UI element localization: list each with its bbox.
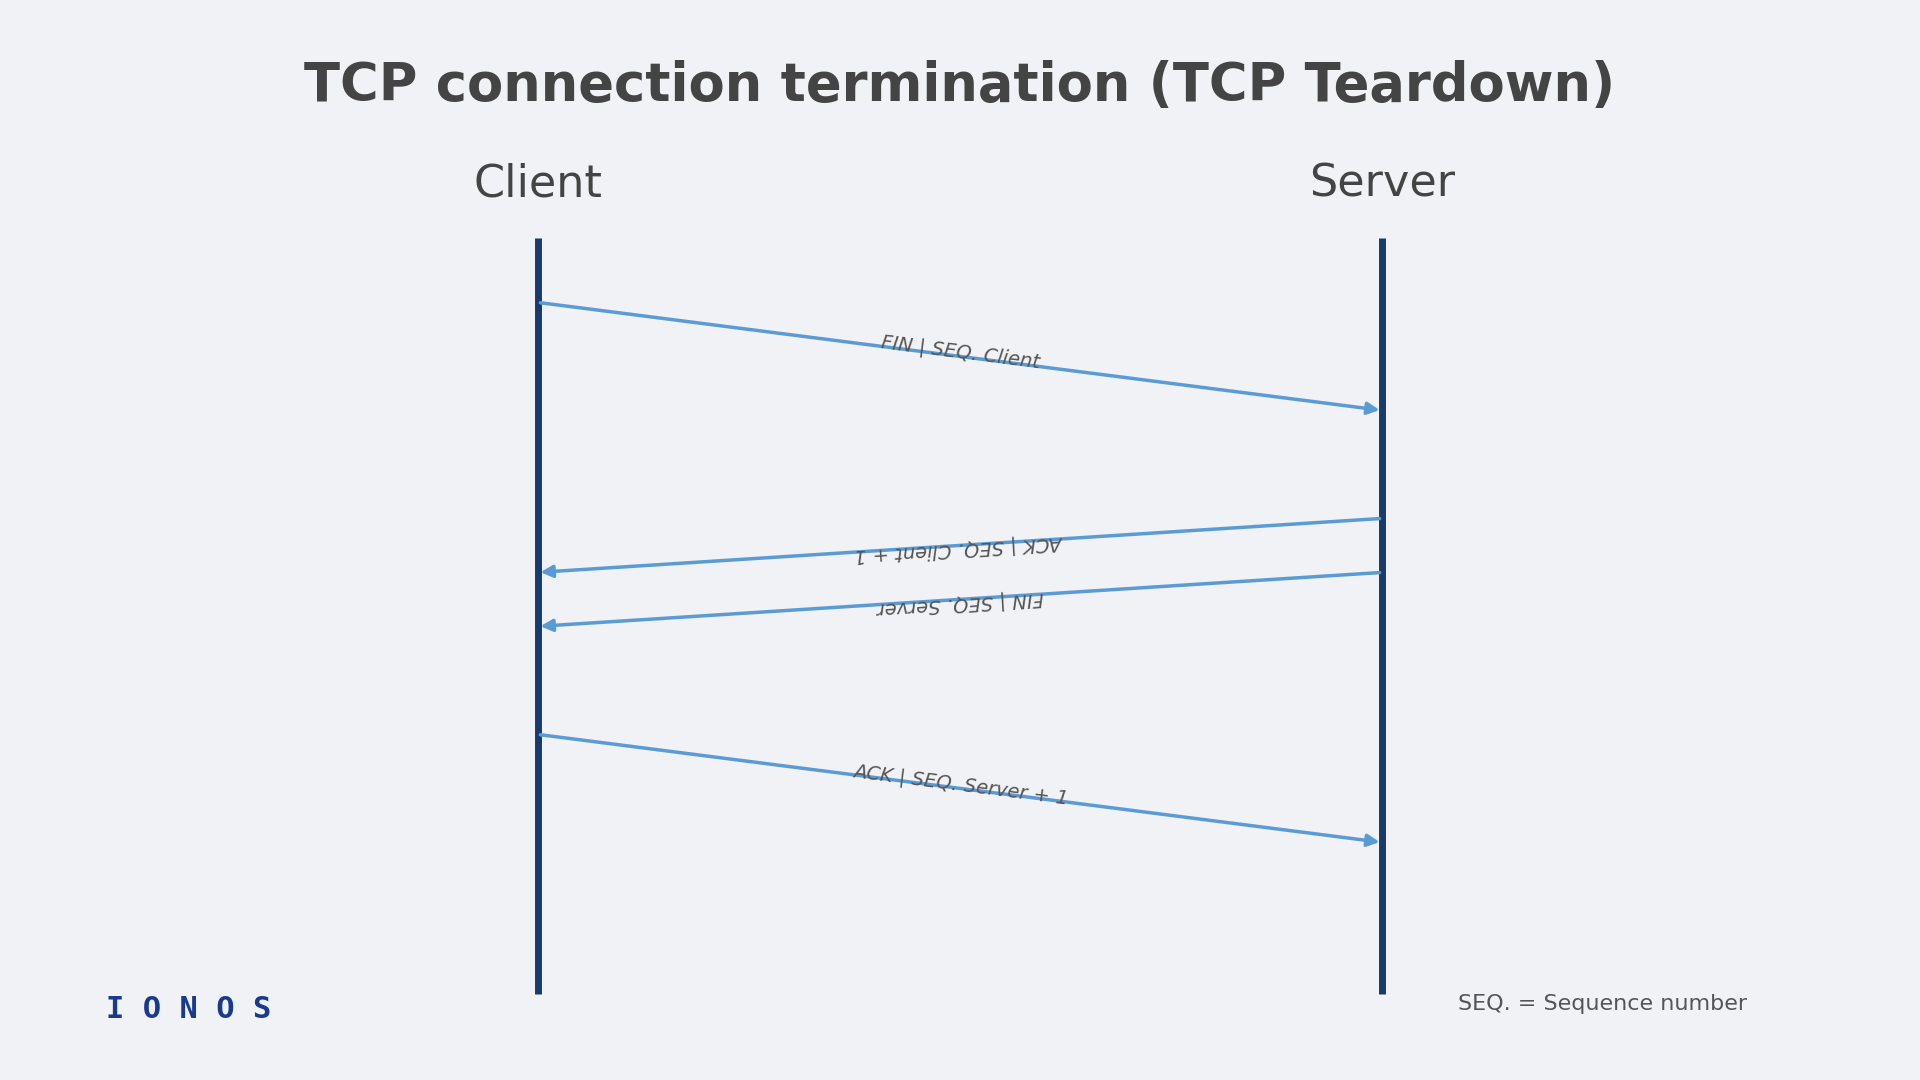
Text: Server: Server [1309, 162, 1455, 205]
Text: I O N O S: I O N O S [106, 996, 271, 1024]
Text: FIN | SEQ. Client: FIN | SEQ. Client [879, 333, 1041, 373]
Text: Client: Client [472, 162, 603, 205]
Text: ACK | SEQ. Client + 1: ACK | SEQ. Client + 1 [854, 532, 1066, 565]
Text: SEQ. = Sequence number: SEQ. = Sequence number [1457, 995, 1747, 1014]
Text: FIN | SEQ. Server: FIN | SEQ. Server [876, 588, 1044, 618]
Text: ACK | SEQ. Server + 1: ACK | SEQ. Server + 1 [852, 761, 1069, 808]
Text: TCP connection termination (TCP Teardown): TCP connection termination (TCP Teardown… [305, 60, 1615, 112]
